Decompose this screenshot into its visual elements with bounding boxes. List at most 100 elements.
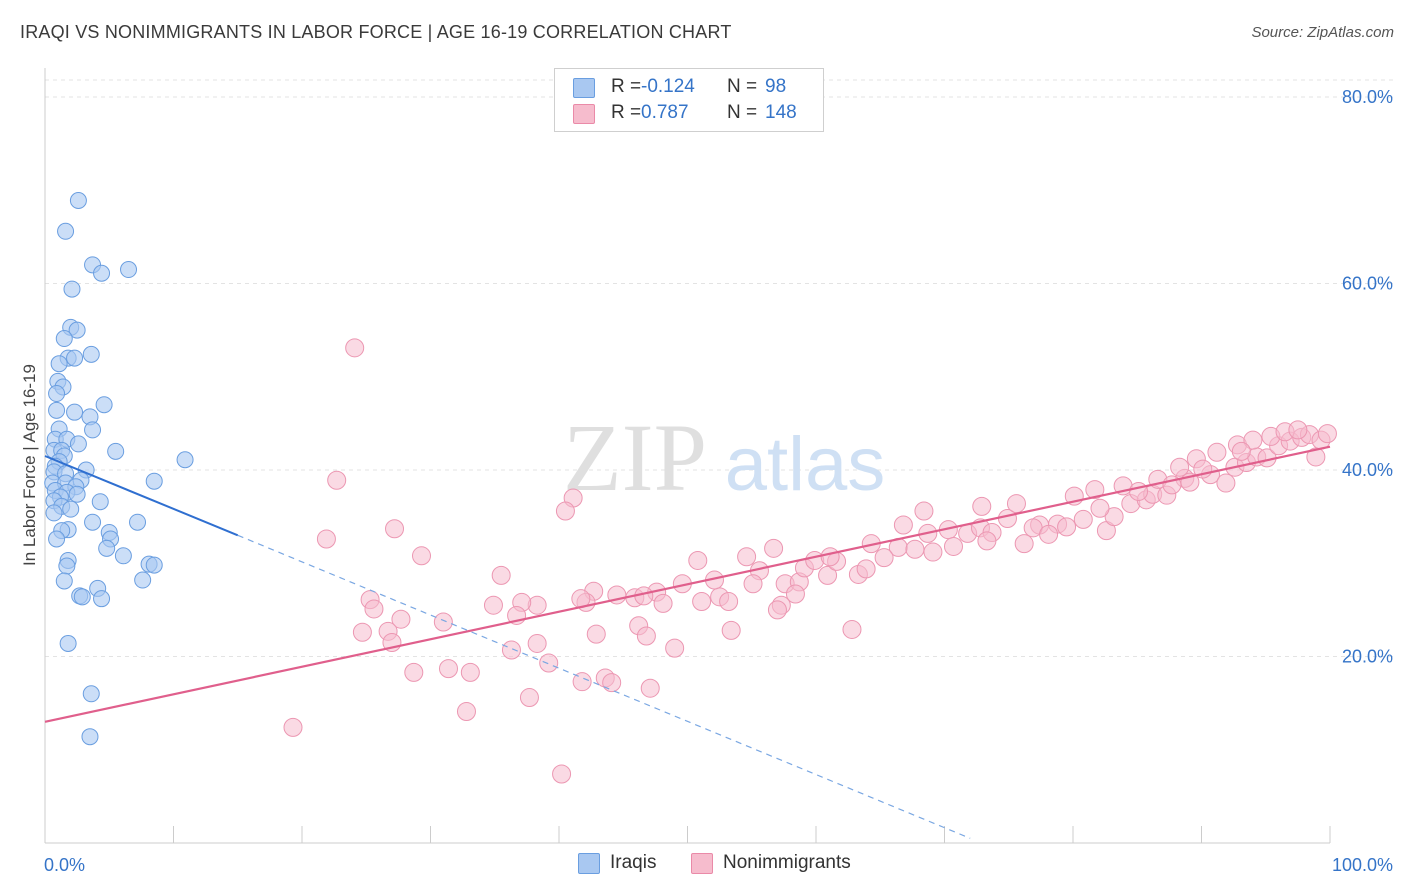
nonimmigrants-point	[316, 529, 336, 549]
nonimmigrants-point	[460, 662, 480, 682]
nonimmigrants-point	[539, 653, 559, 673]
nonimmigrants-point	[438, 659, 458, 679]
nonimmigrants-point	[602, 673, 622, 693]
nonimmigrants-point	[1085, 480, 1105, 500]
iraqis-point	[93, 590, 111, 608]
iraqis-point	[134, 571, 152, 589]
nonimmigrants-point	[412, 546, 432, 566]
nonimmigrants-point	[1090, 498, 1110, 518]
nonimmigrants-point	[977, 531, 997, 551]
nonimmigrants-point	[364, 599, 384, 619]
x-tick-label-max: 100.0%	[1332, 855, 1393, 875]
iraqis-point	[93, 264, 111, 282]
nonimmigrants-point	[785, 584, 805, 604]
y-axis-label: In Labor Force | Age 16-19	[20, 364, 39, 566]
iraqis-point	[84, 421, 102, 439]
iraqis-point	[82, 685, 100, 703]
nonimmigrants-point	[1104, 507, 1124, 527]
nonimmigrants-point	[1129, 481, 1149, 501]
iraqis-point	[129, 513, 147, 531]
iraqis-point	[114, 547, 132, 565]
nonimmigrants-trend-line	[44, 445, 1331, 723]
iraqis-point	[69, 435, 87, 453]
nonimmigrants-point	[552, 764, 572, 784]
nonimmigrants-point	[856, 559, 876, 579]
nonimmigrants-point	[1288, 420, 1308, 440]
nonimmigrants-point	[283, 717, 303, 737]
nonimmigrants-point	[456, 702, 476, 722]
nonimmigrants-point	[719, 591, 739, 611]
legend-r-label: R =	[611, 76, 642, 97]
iraqis-point	[73, 588, 91, 606]
legend-label-iraqis: Iraqis	[610, 852, 657, 873]
legend-n-label: N =	[727, 102, 758, 123]
nonimmigrants-swatch	[573, 104, 595, 124]
nonimmigrants-point	[572, 672, 592, 692]
nonimmigrants-point	[501, 640, 521, 660]
nonimmigrants-point	[352, 622, 372, 642]
nonimmigrants-point	[972, 496, 992, 516]
iraqis-point	[48, 385, 66, 403]
nonimmigrants-point	[527, 633, 547, 653]
iraqis-point	[66, 349, 84, 367]
iraqis-point	[145, 472, 163, 490]
iraqis-point	[55, 330, 73, 348]
iraqis-point	[48, 530, 66, 548]
iraqis-point	[48, 401, 66, 419]
x-tick-label-min: 0.0%	[44, 855, 85, 875]
iraqis-point	[82, 345, 100, 363]
nonimmigrants-point	[1170, 457, 1190, 477]
iraqis-point	[98, 539, 116, 557]
legend-n-value: 98	[765, 76, 787, 97]
nonimmigrants-point	[1306, 447, 1326, 467]
y-tick-label: 80.0%	[1342, 87, 1393, 107]
nonimmigrants-point	[737, 547, 757, 567]
iraqis-points	[44, 192, 194, 746]
iraqis-point	[57, 222, 75, 240]
iraqis-trend-extension	[237, 534, 971, 839]
nonimmigrants-point	[640, 678, 660, 698]
nonimmigrants-point	[1057, 517, 1077, 537]
y-tick-label: 40.0%	[1342, 460, 1393, 480]
legend-n-value: 148	[765, 102, 797, 123]
series-legend: Iraqis Nonimmigrants	[0, 852, 1406, 878]
nonimmigrants-point	[743, 574, 763, 594]
nonimmigrants-point	[1039, 524, 1059, 544]
nonimmigrants-swatch	[691, 853, 713, 874]
nonimmigrants-point	[1231, 441, 1251, 461]
nonimmigrants-point	[555, 501, 575, 521]
nonimmigrants-point	[1006, 494, 1026, 514]
watermark-zip: ZIP	[563, 404, 707, 511]
legend-n-label: N =	[727, 76, 758, 97]
chart-title: IRAQI VS NONIMMIGRANTS IN LABOR FORCE | …	[20, 22, 732, 42]
iraqis-point	[58, 557, 76, 575]
iraqis-point	[107, 442, 125, 460]
watermark-atlas: atlas	[725, 422, 886, 507]
legend-r-label: R =	[611, 102, 642, 123]
nonimmigrants-point	[874, 548, 894, 568]
nonimmigrants-point	[767, 600, 787, 620]
iraqis-point	[45, 504, 63, 522]
nonimmigrants-point	[1243, 430, 1263, 450]
nonimmigrants-point	[818, 565, 838, 585]
iraqis-point	[62, 500, 80, 518]
nonimmigrants-point	[345, 338, 365, 358]
watermark: ZIP atlas	[563, 404, 885, 511]
nonimmigrants-point	[764, 538, 784, 558]
nonimmigrants-point	[914, 501, 934, 521]
gridlines	[45, 79, 1393, 657]
legend-r-value: 0.787	[641, 102, 689, 123]
nonimmigrants-point	[923, 542, 943, 562]
nonimmigrants-point	[905, 539, 925, 559]
iraqis-swatch	[573, 78, 595, 98]
iraqis-point	[68, 485, 86, 503]
nonimmigrants-point	[1073, 509, 1093, 529]
iraqis-point	[91, 493, 109, 511]
nonimmigrants-point	[893, 515, 913, 535]
nonimmigrants-point	[519, 688, 539, 708]
nonimmigrants-point	[586, 624, 606, 644]
nonimmigrants-point	[385, 519, 405, 539]
iraqis-point	[95, 396, 113, 414]
nonimmigrants-point	[692, 591, 712, 611]
